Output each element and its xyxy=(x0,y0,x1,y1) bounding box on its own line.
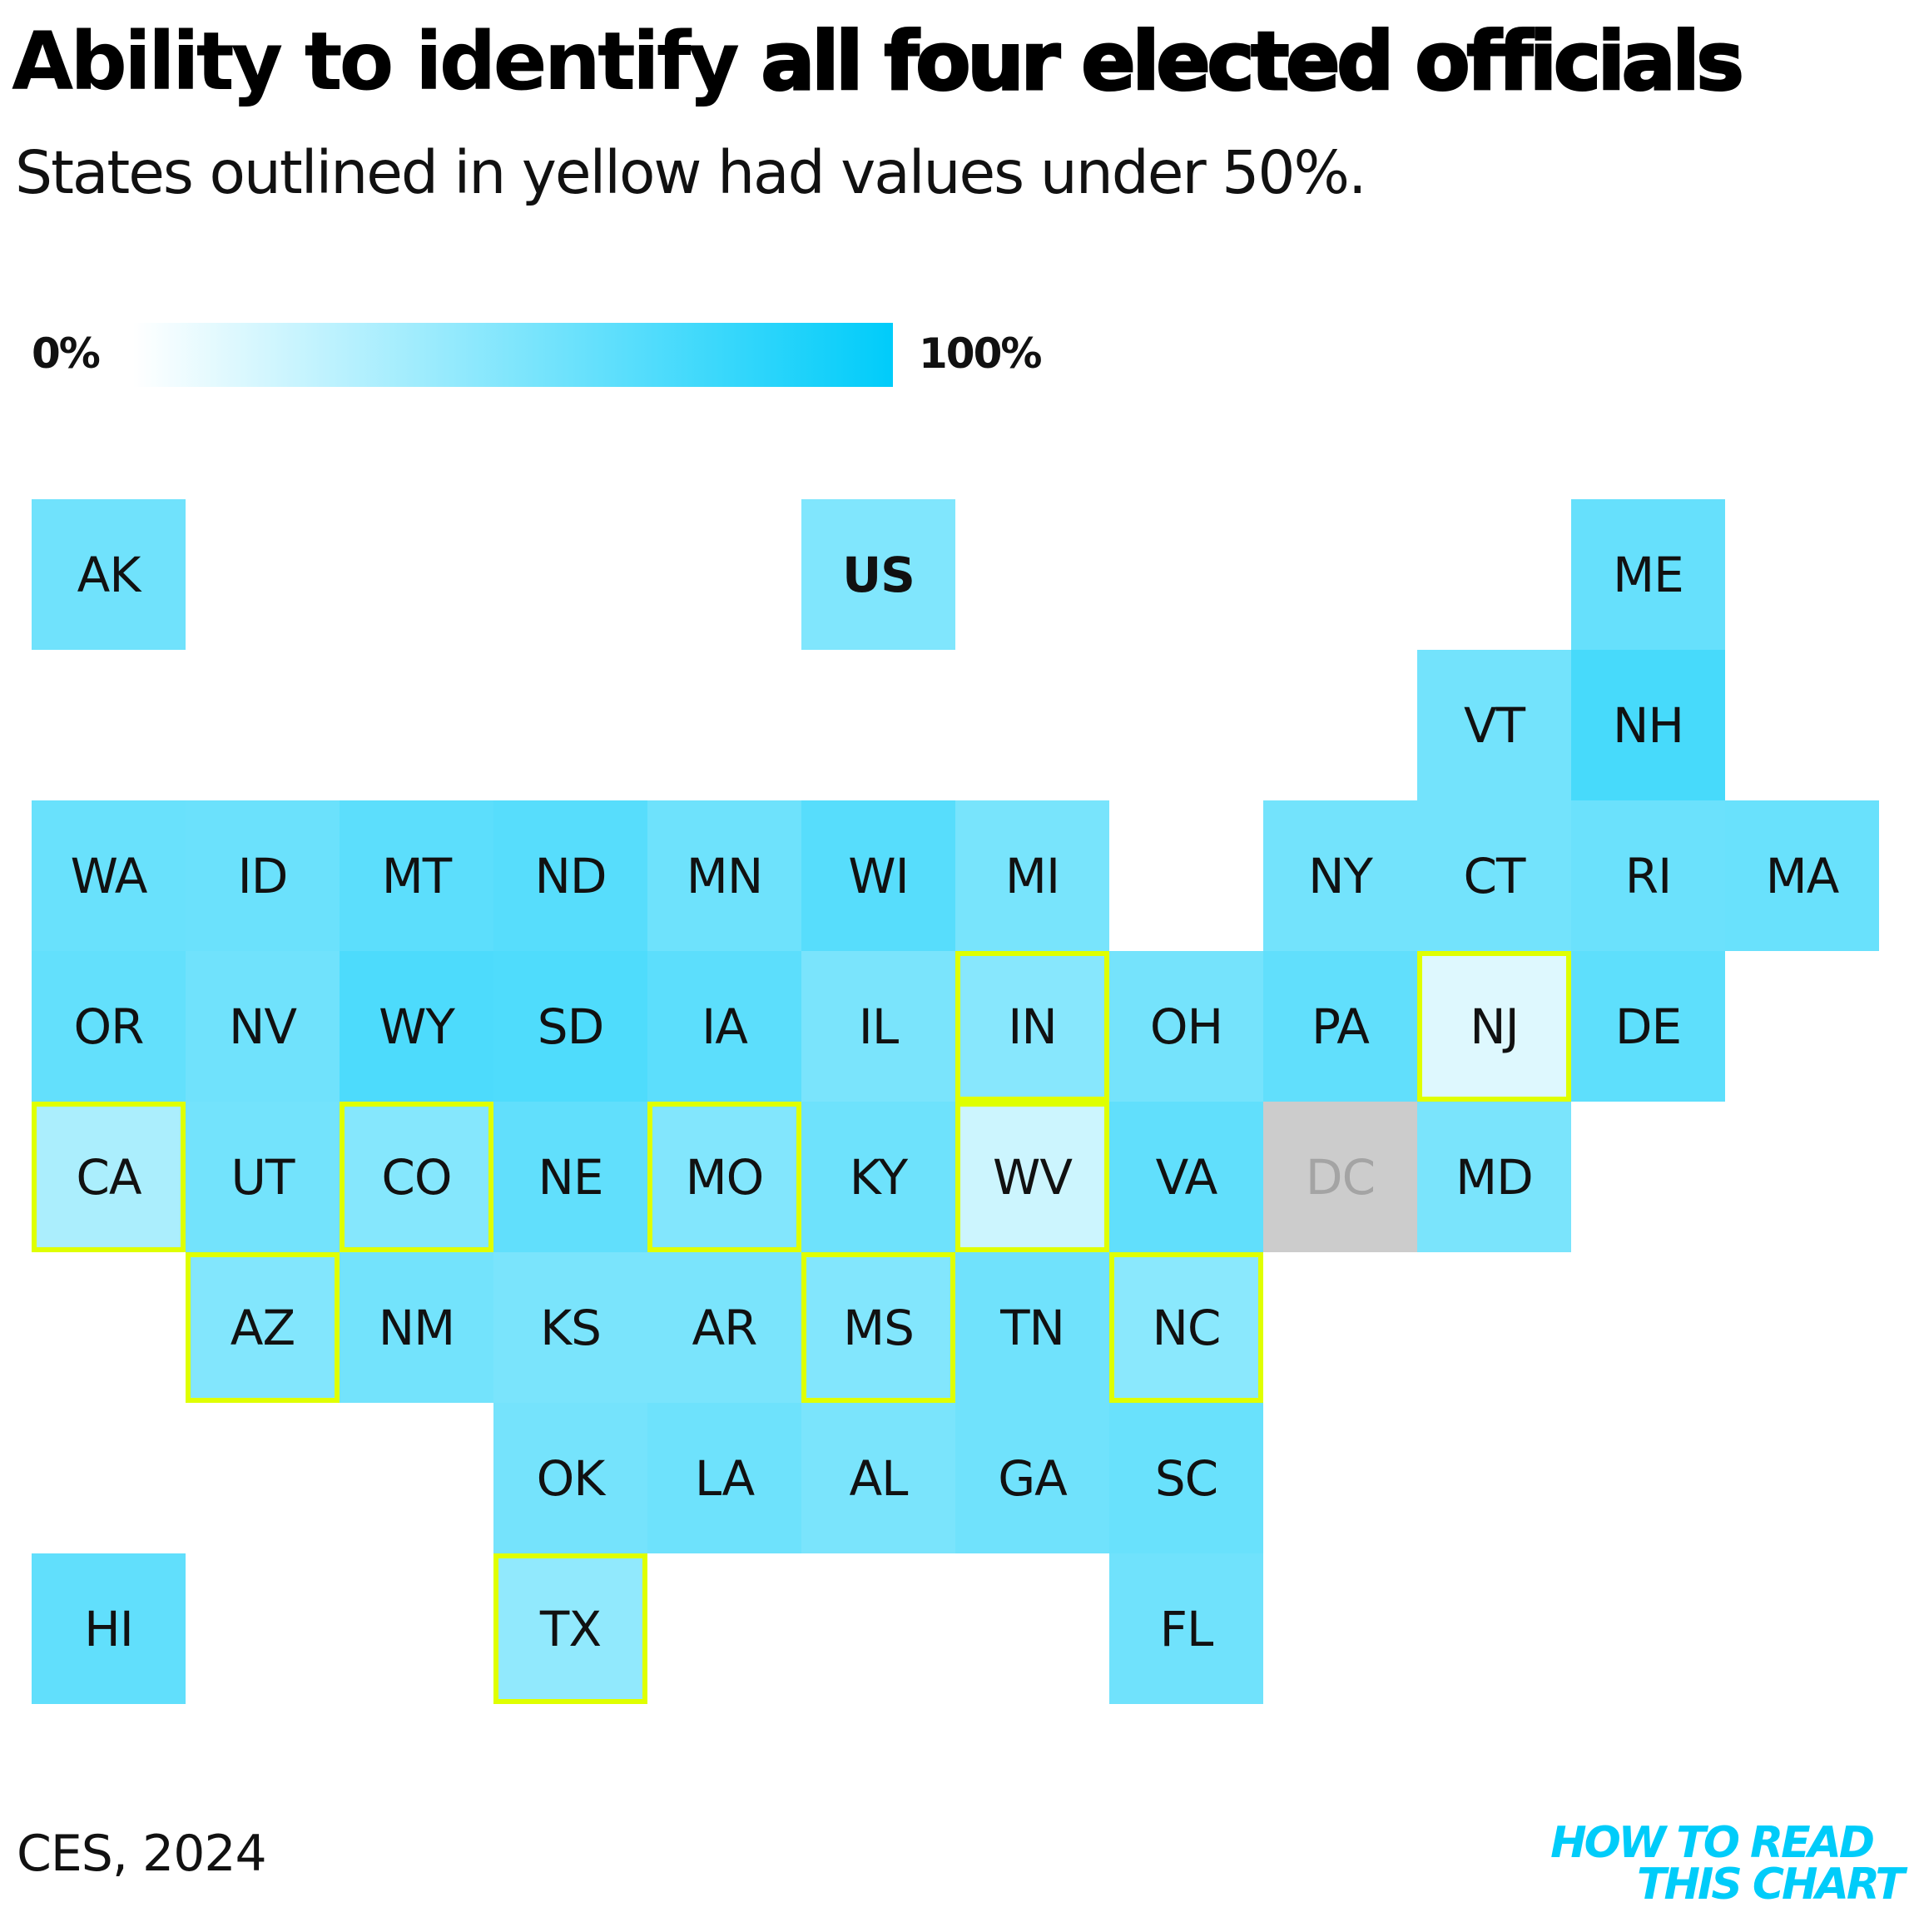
state-tile-or: OR xyxy=(32,951,186,1102)
state-tile-az: AZ xyxy=(186,1252,340,1403)
legend-min-label: 0% xyxy=(32,329,101,378)
state-tile-wa: WA xyxy=(32,800,186,951)
legend-max-label: 100% xyxy=(919,329,1042,378)
state-tile-wi: WI xyxy=(801,800,955,951)
state-tile-pa: PA xyxy=(1263,951,1417,1102)
state-tile-tx: TX xyxy=(493,1553,647,1704)
state-tile-oh: OH xyxy=(1109,951,1263,1102)
state-tile-map: AK US ME VT NH WA ID MT ND MN WI MI NY CT RI MA OR NV WY SD… xyxy=(32,499,1879,1714)
state-tile-mt: MT xyxy=(340,800,493,951)
legend-gradient-bar xyxy=(133,323,893,387)
state-tile-nv: NV xyxy=(186,951,340,1102)
state-tile-md: MD xyxy=(1417,1102,1571,1252)
state-tile-ms: MS xyxy=(801,1252,955,1403)
state-tile-wy: WY xyxy=(340,951,493,1102)
source-note: CES, 2024 xyxy=(17,1825,267,1883)
state-tile-va: VA xyxy=(1109,1102,1263,1252)
state-tile-la: LA xyxy=(647,1403,801,1553)
state-tile-ut: UT xyxy=(186,1102,340,1252)
state-tile-nh: NH xyxy=(1571,650,1725,800)
state-tile-tn: TN xyxy=(955,1252,1109,1403)
state-tile-in: IN xyxy=(955,951,1109,1102)
state-tile-de: DE xyxy=(1571,951,1725,1102)
state-tile-us: US xyxy=(801,499,955,650)
chart-title: Ability to identify all four elected off… xyxy=(12,12,1745,111)
state-tile-nd: ND xyxy=(493,800,647,951)
state-tile-ct: CT xyxy=(1417,800,1571,951)
state-tile-nj: NJ xyxy=(1417,951,1571,1102)
state-tile-ne: NE xyxy=(493,1102,647,1252)
state-tile-ok: OK xyxy=(493,1403,647,1553)
state-tile-hi: HI xyxy=(32,1553,186,1704)
state-tile-al: AL xyxy=(801,1403,955,1553)
brand-line-1: HOW TO READ xyxy=(1550,1818,1875,1868)
state-tile-ca: CA xyxy=(32,1102,186,1252)
state-tile-ia: IA xyxy=(647,951,801,1102)
state-tile-mi: MI xyxy=(955,800,1109,951)
state-tile-dc: DC xyxy=(1263,1102,1417,1252)
state-tile-ri: RI xyxy=(1571,800,1725,951)
state-tile-id: ID xyxy=(186,800,340,951)
title-emphasis: all four elected officials xyxy=(760,14,1745,110)
brand-logo: HOW TO READ THIS CHART xyxy=(1550,1818,1905,1910)
state-tile-il: IL xyxy=(801,951,955,1102)
state-tile-ny: NY xyxy=(1263,800,1417,951)
state-tile-ga: GA xyxy=(955,1403,1109,1553)
state-tile-nc: NC xyxy=(1109,1252,1263,1403)
state-tile-sc: SC xyxy=(1109,1403,1263,1553)
state-tile-ak: AK xyxy=(32,499,186,650)
state-tile-ma: MA xyxy=(1725,800,1879,951)
state-tile-co: CO xyxy=(340,1102,493,1252)
brand-line-2: THIS CHART xyxy=(1637,1860,1905,1910)
title-lead: Ability to identify xyxy=(12,15,761,108)
chart-subtitle: States outlined in yellow had values und… xyxy=(15,138,1367,207)
state-tile-ky: KY xyxy=(801,1102,955,1252)
state-tile-ar: AR xyxy=(647,1252,801,1403)
state-tile-ks: KS xyxy=(493,1252,647,1403)
state-tile-mo: MO xyxy=(647,1102,801,1252)
state-tile-nm: NM xyxy=(340,1252,493,1403)
state-tile-me: ME xyxy=(1571,499,1725,650)
state-tile-fl: FL xyxy=(1109,1553,1263,1704)
state-tile-sd: SD xyxy=(493,951,647,1102)
state-tile-mn: MN xyxy=(647,800,801,951)
state-tile-vt: VT xyxy=(1417,650,1571,800)
state-tile-wv: WV xyxy=(955,1102,1109,1252)
